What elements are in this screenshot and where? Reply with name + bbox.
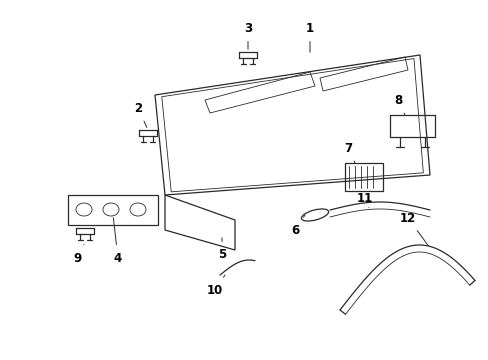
Text: 3: 3 — [244, 22, 251, 49]
Text: 7: 7 — [343, 141, 354, 163]
Text: 4: 4 — [113, 218, 122, 265]
Text: 1: 1 — [305, 22, 313, 52]
Text: 11: 11 — [356, 192, 372, 207]
Text: 9: 9 — [74, 244, 84, 265]
Text: 12: 12 — [399, 212, 427, 246]
Text: 5: 5 — [218, 238, 225, 261]
Text: 10: 10 — [206, 275, 224, 297]
Text: 6: 6 — [290, 215, 305, 237]
Text: 8: 8 — [393, 94, 404, 115]
Text: 2: 2 — [134, 102, 146, 127]
